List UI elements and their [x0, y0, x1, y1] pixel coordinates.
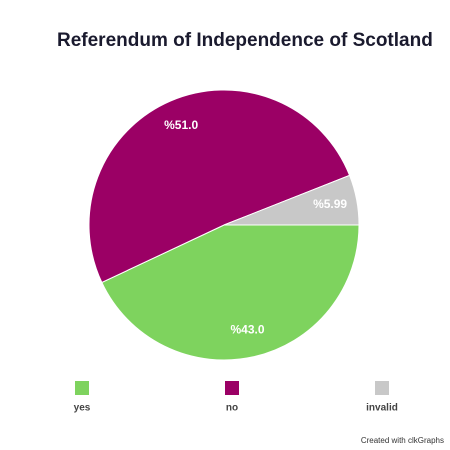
footer: Created with clkGraphs	[361, 436, 444, 445]
pie-slice	[88, 89, 351, 284]
value-label: %51.0	[164, 118, 198, 132]
value-label: %43.0	[231, 323, 265, 337]
legend-swatch	[375, 381, 389, 395]
pie-slice	[101, 224, 360, 361]
legend-label: yes	[74, 403, 91, 414]
legend-label: invalid	[366, 403, 398, 414]
value-label: %5.99	[313, 197, 347, 211]
legend-label: no	[226, 403, 238, 414]
pie-slice	[223, 174, 360, 226]
legend-swatch	[75, 381, 89, 395]
chart-title: Referendum of Independence of Scotland	[57, 30, 433, 51]
legend-swatch	[225, 381, 239, 395]
